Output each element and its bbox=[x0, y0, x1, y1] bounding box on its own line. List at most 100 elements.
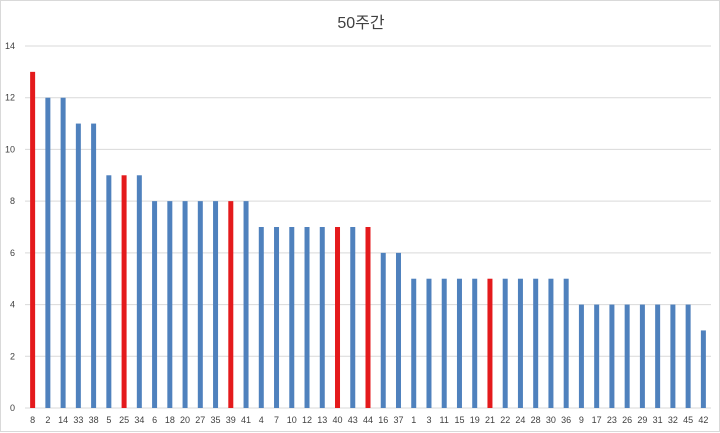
bar-28 bbox=[533, 278, 539, 408]
bar-18 bbox=[167, 201, 173, 408]
bar-10 bbox=[289, 227, 295, 408]
x-tick-label: 34 bbox=[134, 415, 144, 425]
x-tick-label: 29 bbox=[637, 415, 647, 425]
x-tick-label: 21 bbox=[485, 415, 495, 425]
x-tick-label: 14 bbox=[58, 415, 68, 425]
x-tick-label: 19 bbox=[470, 415, 480, 425]
x-tick-label: 11 bbox=[440, 415, 449, 425]
x-tick-label: 24 bbox=[515, 415, 525, 425]
bar-17 bbox=[594, 304, 600, 408]
bar-20 bbox=[182, 201, 188, 408]
x-tick-label: 23 bbox=[607, 415, 617, 425]
x-tick-label: 20 bbox=[180, 415, 190, 425]
x-tick-label: 17 bbox=[592, 415, 602, 425]
bar-38 bbox=[91, 123, 97, 409]
bar-31 bbox=[655, 304, 661, 408]
bar-5 bbox=[106, 175, 112, 408]
x-tick-label: 43 bbox=[348, 415, 358, 425]
bar-8 bbox=[30, 71, 36, 408]
bar-15 bbox=[456, 278, 462, 408]
x-tick-label: 5 bbox=[106, 415, 111, 425]
x-tick-label: 37 bbox=[393, 415, 403, 425]
x-tick-label: 40 bbox=[333, 415, 343, 425]
x-tick-label: 15 bbox=[454, 415, 464, 425]
x-tick-label: 7 bbox=[274, 415, 279, 425]
bar-30 bbox=[548, 278, 554, 408]
x-tick-label: 1 bbox=[411, 415, 416, 425]
x-tick-label: 26 bbox=[622, 415, 632, 425]
bar-23 bbox=[609, 304, 615, 408]
bar-11 bbox=[441, 278, 447, 408]
x-tick-label: 2 bbox=[45, 415, 50, 425]
bar-40 bbox=[335, 227, 341, 408]
x-tick-label: 41 bbox=[241, 415, 251, 425]
bar-4 bbox=[258, 227, 264, 408]
x-tick-label: 31 bbox=[653, 415, 663, 425]
y-tick-label: 2 bbox=[10, 351, 15, 361]
bar-42 bbox=[700, 330, 706, 408]
x-tick-label: 8 bbox=[30, 415, 35, 425]
bar-13 bbox=[319, 227, 325, 408]
bar-37 bbox=[395, 252, 401, 408]
x-tick-label: 4 bbox=[259, 415, 264, 425]
x-tick-label: 27 bbox=[195, 415, 205, 425]
x-tick-label: 28 bbox=[531, 415, 541, 425]
x-tick-label: 44 bbox=[363, 415, 373, 425]
bar-21 bbox=[487, 278, 493, 408]
x-tick-label: 13 bbox=[317, 415, 327, 425]
bar-27 bbox=[197, 201, 203, 408]
bar-24 bbox=[517, 278, 523, 408]
y-tick-label: 6 bbox=[10, 248, 15, 258]
x-tick-label: 30 bbox=[546, 415, 556, 425]
bar-41 bbox=[243, 201, 249, 408]
x-tick-label: 18 bbox=[165, 415, 175, 425]
bar-44 bbox=[365, 227, 371, 408]
bar-45 bbox=[685, 304, 691, 408]
x-tick-label: 12 bbox=[302, 415, 312, 425]
x-tick-label: 10 bbox=[287, 415, 297, 425]
x-tick-label: 39 bbox=[226, 415, 236, 425]
y-tick-label: 14 bbox=[5, 41, 15, 51]
y-tick-label: 4 bbox=[10, 300, 15, 310]
x-tick-label: 35 bbox=[211, 415, 221, 425]
x-tick-label: 9 bbox=[579, 415, 584, 425]
bar-7 bbox=[274, 227, 280, 408]
x-tick-label: 25 bbox=[119, 415, 129, 425]
y-tick-label: 0 bbox=[10, 403, 15, 413]
bar-32 bbox=[670, 304, 676, 408]
bar-39 bbox=[228, 201, 234, 408]
bar-33 bbox=[75, 123, 81, 409]
bar-26 bbox=[624, 304, 630, 408]
x-tick-label: 6 bbox=[152, 415, 157, 425]
bars bbox=[30, 71, 706, 409]
bar-25 bbox=[121, 175, 127, 408]
chart-title: 50주간 bbox=[337, 15, 385, 32]
x-tick-label: 32 bbox=[668, 415, 678, 425]
bar-43 bbox=[350, 227, 356, 408]
y-tick-label: 8 bbox=[10, 196, 15, 206]
x-tick-label: 22 bbox=[500, 415, 510, 425]
x-axis-ticks: 8 2 14 33 38 5 25 34 6 18 20 27 35 39 41 4 7 10 12 13 40 43 44… bbox=[30, 415, 708, 425]
bar-14 bbox=[60, 97, 66, 408]
x-tick-label: 16 bbox=[378, 415, 388, 425]
bar-29 bbox=[639, 304, 645, 408]
bar-1 bbox=[411, 278, 417, 408]
bar-6 bbox=[152, 201, 158, 408]
bar-34 bbox=[136, 175, 142, 408]
y-axis-ticks: 0 2 4 6 8 10 12 14 bbox=[5, 41, 15, 413]
y-tick-label: 10 bbox=[5, 144, 15, 154]
x-tick-label: 42 bbox=[698, 415, 708, 425]
x-tick-label: 33 bbox=[73, 415, 83, 425]
bar-2 bbox=[45, 97, 51, 408]
bar-36 bbox=[563, 278, 569, 408]
x-tick-label: 36 bbox=[561, 415, 571, 425]
bar-9 bbox=[578, 304, 584, 408]
bar-12 bbox=[304, 227, 310, 408]
bar-35 bbox=[213, 201, 219, 408]
x-tick-label: 38 bbox=[89, 415, 99, 425]
bar-3 bbox=[426, 278, 432, 408]
x-tick-label: 45 bbox=[683, 415, 693, 425]
bar-16 bbox=[380, 252, 386, 408]
